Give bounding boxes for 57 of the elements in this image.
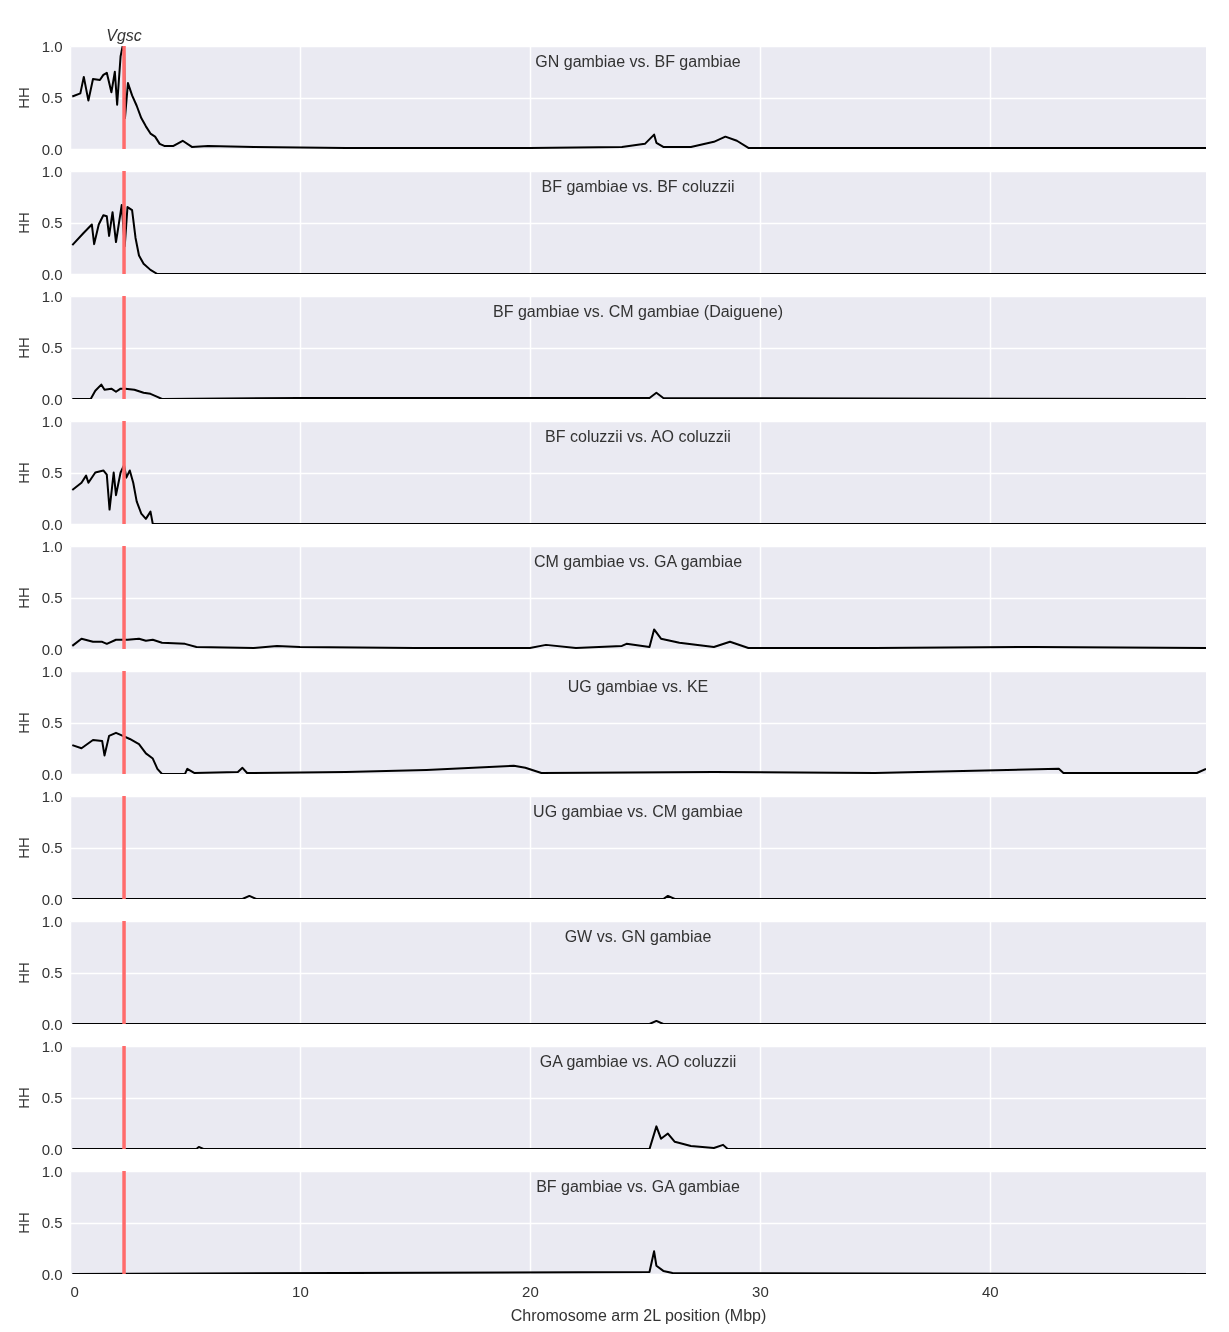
y-tick-label: 0.5 xyxy=(41,1214,63,1231)
y-tick-label: 0.5 xyxy=(41,464,63,481)
y-tick-label: 1.0 xyxy=(41,912,63,930)
y-tick-label: 0.0 xyxy=(41,890,63,908)
chart-title: UG gambiae vs. CM gambiae xyxy=(533,803,744,820)
y-tick-label: 0.0 xyxy=(41,1140,63,1158)
y-axis-title: HH xyxy=(14,712,32,734)
y-tick-label: 0.5 xyxy=(41,339,63,356)
y-axis-title: HH xyxy=(14,337,32,359)
x-tick-label: 10 xyxy=(292,1282,309,1300)
chart-title: BF gambiae vs. GA gambiae xyxy=(536,1178,740,1195)
y-tick-label: 0.5 xyxy=(41,714,63,731)
y-tick-label: 1.0 xyxy=(41,412,63,430)
chart-title: CM gambiae vs. GA gambiae xyxy=(533,553,743,570)
y-axis-title: HH xyxy=(14,87,32,109)
chart-title: BF gambiae vs. CM gambiae (Daiguene) xyxy=(493,303,783,320)
y-axis-title: HH xyxy=(14,837,32,859)
chart-title: BF coluzzii vs. AO coluzzii xyxy=(545,428,731,445)
y-axis-title: HH xyxy=(14,587,32,609)
x-axis-title: Chromosome arm 2L position (Mbp) xyxy=(510,1306,767,1324)
y-tick-label: 0.0 xyxy=(41,765,63,783)
y-tick-label: 0.5 xyxy=(41,589,63,606)
y-tick-label: 1.0 xyxy=(41,162,63,180)
y-axis-title: HH xyxy=(14,212,32,234)
chart-title: GN gambiae vs. BF gambiae xyxy=(535,53,741,70)
y-tick-label: 1.0 xyxy=(41,1037,63,1055)
y-tick-label: 0.5 xyxy=(41,964,63,981)
y-tick-label: 0.5 xyxy=(41,1089,63,1106)
y-tick-label: 1.0 xyxy=(41,1162,63,1180)
y-axis-title: HH xyxy=(14,462,32,484)
y-tick-label: 0.5 xyxy=(41,89,63,106)
chart-title: BF gambiae vs. BF coluzzii xyxy=(541,178,735,195)
y-tick-label: 1.0 xyxy=(41,662,63,680)
y-tick-label: 0.0 xyxy=(41,640,63,658)
y-axis-title: HH xyxy=(14,1087,32,1109)
y-axis-title: HH xyxy=(14,1212,32,1234)
y-axis-title: HH xyxy=(14,962,32,984)
x-tick-label: 30 xyxy=(752,1282,769,1300)
y-tick-label: 1.0 xyxy=(41,287,63,305)
x-tick-label: 40 xyxy=(981,1282,999,1300)
y-tick-label: 1.0 xyxy=(41,787,63,805)
chart-title: GW vs. GN gambiae xyxy=(564,928,712,945)
y-tick-label: 0.5 xyxy=(41,214,63,231)
chart-title: GA gambiae vs. AO coluzzii xyxy=(539,1053,737,1070)
y-tick-label: 0.5 xyxy=(41,839,63,856)
y-tick-label: 0.0 xyxy=(41,1265,63,1283)
y-tick-label: 1.0 xyxy=(41,37,63,55)
y-tick-label: 0.0 xyxy=(41,390,63,408)
ref-line-label: Vgsc xyxy=(106,27,142,44)
chart-title: UG gambiae vs. KE xyxy=(567,678,709,695)
x-tick-label: 20 xyxy=(522,1282,539,1300)
x-tick-label: 0 xyxy=(70,1282,79,1300)
y-tick-label: 0.0 xyxy=(41,1015,63,1033)
y-tick-label: 1.0 xyxy=(41,537,63,555)
y-tick-label: 0.0 xyxy=(41,515,63,533)
y-tick-label: 0.0 xyxy=(41,265,63,283)
y-tick-label: 0.0 xyxy=(41,140,63,158)
